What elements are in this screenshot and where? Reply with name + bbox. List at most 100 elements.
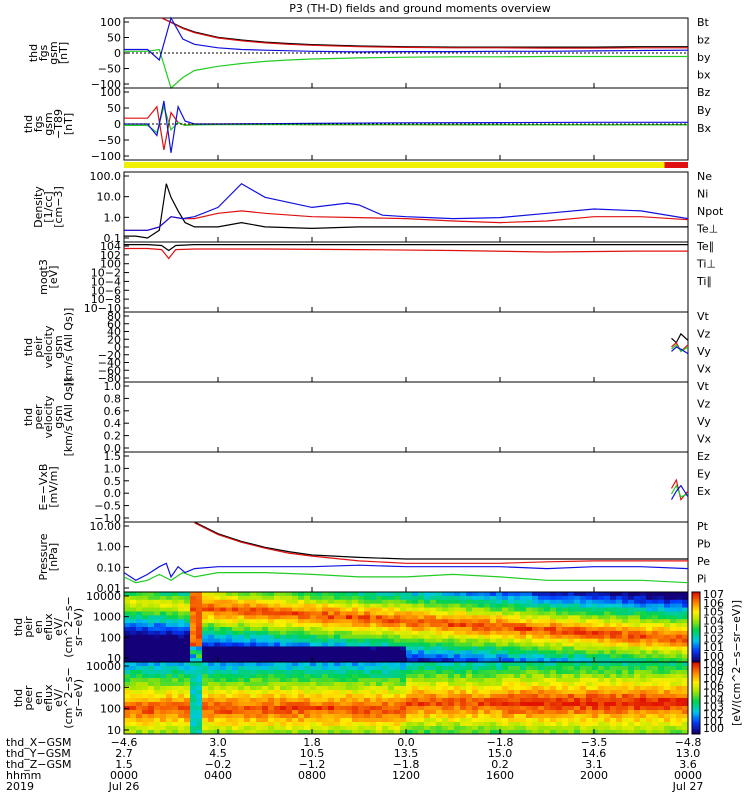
spectrogram-cell: [502, 642, 509, 647]
spectrogram-cell: [490, 722, 497, 727]
spectrogram-cell: [232, 611, 239, 616]
spectrogram-cell: [412, 607, 419, 612]
spectrogram-cell: [304, 702, 311, 707]
spectrogram-cell: [430, 623, 437, 628]
spectrogram-cell: [664, 718, 671, 723]
spectrogram-cell: [244, 694, 251, 699]
spectrogram-cell: [466, 642, 473, 647]
spectrogram-cell: [274, 592, 281, 597]
spectrogram-cell: [172, 646, 179, 651]
spectrogram-cell: [148, 714, 155, 719]
spectrogram-cell: [544, 630, 551, 636]
spectrogram-cell: [166, 674, 173, 679]
spectrogram-cell: [562, 615, 569, 620]
x-tick-label: −3.5: [581, 736, 608, 749]
spectrogram-cell: [130, 627, 137, 632]
spectrogram-cell: [130, 662, 137, 667]
spectrogram-cell: [244, 678, 251, 683]
spectrogram-cell: [286, 627, 293, 632]
spectrogram-cell: [382, 686, 389, 691]
panel-peir_en_eflux: 10000100010010thdpeirenefluxeV/(cm^2−s−s…: [12, 590, 689, 665]
spectrogram-cell: [562, 730, 569, 735]
spectrogram-cell: [382, 674, 389, 679]
spectrogram-cell: [496, 694, 503, 699]
spectrogram-cell: [370, 595, 377, 601]
spectrogram-cell: [244, 690, 251, 695]
spectrogram-cell: [190, 714, 197, 719]
spectrogram-cell: [232, 670, 239, 675]
spectrogram-cell: [370, 706, 377, 711]
spectrogram-cell: [508, 682, 515, 687]
spectrogram-cell: [154, 595, 161, 601]
spectrogram-cell: [190, 658, 197, 663]
spectrogram-cell: [544, 654, 551, 659]
spectrogram-cell: [598, 627, 605, 632]
spectrogram-cell: [268, 646, 275, 651]
spectrogram-cell: [640, 682, 647, 687]
spectrogram-cell: [652, 666, 659, 671]
spectrogram-cell: [340, 674, 347, 679]
spectrogram-cell: [196, 650, 203, 655]
spectrogram-cell: [484, 710, 491, 715]
spectrogram-cell: [298, 718, 305, 723]
spectrogram-cell: [352, 592, 359, 597]
spectrogram-cell: [502, 682, 509, 687]
spectrogram-cell: [682, 658, 689, 663]
spectrogram-cell: [532, 599, 539, 605]
y-tick-label: 80: [107, 310, 121, 323]
spectrogram-cell: [136, 686, 143, 691]
spectrogram-cell: [412, 623, 419, 628]
spectrogram-cell: [622, 615, 629, 620]
spectrogram-cell: [448, 686, 455, 691]
spectrogram-cell: [490, 650, 497, 655]
spectrogram-cell: [148, 730, 155, 735]
spectrogram-cell: [214, 698, 221, 703]
spectrogram-cell: [370, 603, 377, 608]
spectrogram-cell: [664, 603, 671, 608]
spectrogram-cell: [250, 615, 257, 620]
spectrogram-cell: [424, 615, 431, 620]
spectrogram-cell: [448, 599, 455, 605]
spectrogram-cell: [424, 607, 431, 612]
spectrogram-cell: [496, 599, 503, 605]
spectrogram-cell: [382, 634, 389, 640]
spectrogram-cell: [298, 726, 305, 731]
spectrogram-cell: [394, 646, 401, 651]
spectrogram-cell: [670, 670, 677, 675]
spectrogram-cell: [238, 595, 245, 601]
spectrogram-cell: [376, 642, 383, 647]
spectrogram-cell: [256, 678, 263, 683]
spectrogram-cell: [166, 642, 173, 647]
series-Ni: [124, 183, 688, 239]
spectrogram-cell: [226, 730, 233, 735]
spectrogram-cell: [586, 666, 593, 671]
spectrogram-cell: [280, 595, 287, 601]
spectrogram-cell: [400, 599, 407, 605]
spectrogram-cell: [532, 706, 539, 711]
spectrogram-cell: [130, 674, 137, 679]
spectrogram-cell: [424, 611, 431, 616]
series-bx: [124, 16, 689, 62]
spectrogram-cell: [514, 690, 521, 695]
spectrogram-cell: [274, 702, 281, 707]
spectrogram-cell: [142, 710, 149, 715]
spectrogram-cell: [256, 627, 263, 632]
spectrogram-cell: [154, 722, 161, 727]
spectrogram-cell: [562, 694, 569, 699]
spectrogram-cell: [466, 646, 473, 651]
spectrogram-cell: [148, 726, 155, 731]
spectrogram-cell: [442, 682, 449, 687]
spectrogram-cell: [370, 630, 377, 636]
spectrogram-cell: [532, 658, 539, 663]
spectrogram-cell: [394, 690, 401, 695]
spectrogram-cell: [520, 634, 527, 640]
spectrogram-cell: [334, 623, 341, 628]
spectrogram-cell: [130, 686, 137, 691]
spectrogram-cell: [496, 592, 503, 597]
spectrogram-cell: [238, 706, 245, 711]
spectrogram-cell: [346, 592, 353, 597]
spectrogram-cell: [334, 714, 341, 719]
spectrogram-cell: [154, 611, 161, 616]
spectrogram-cell: [172, 678, 179, 683]
spectrogram-cell: [340, 686, 347, 691]
